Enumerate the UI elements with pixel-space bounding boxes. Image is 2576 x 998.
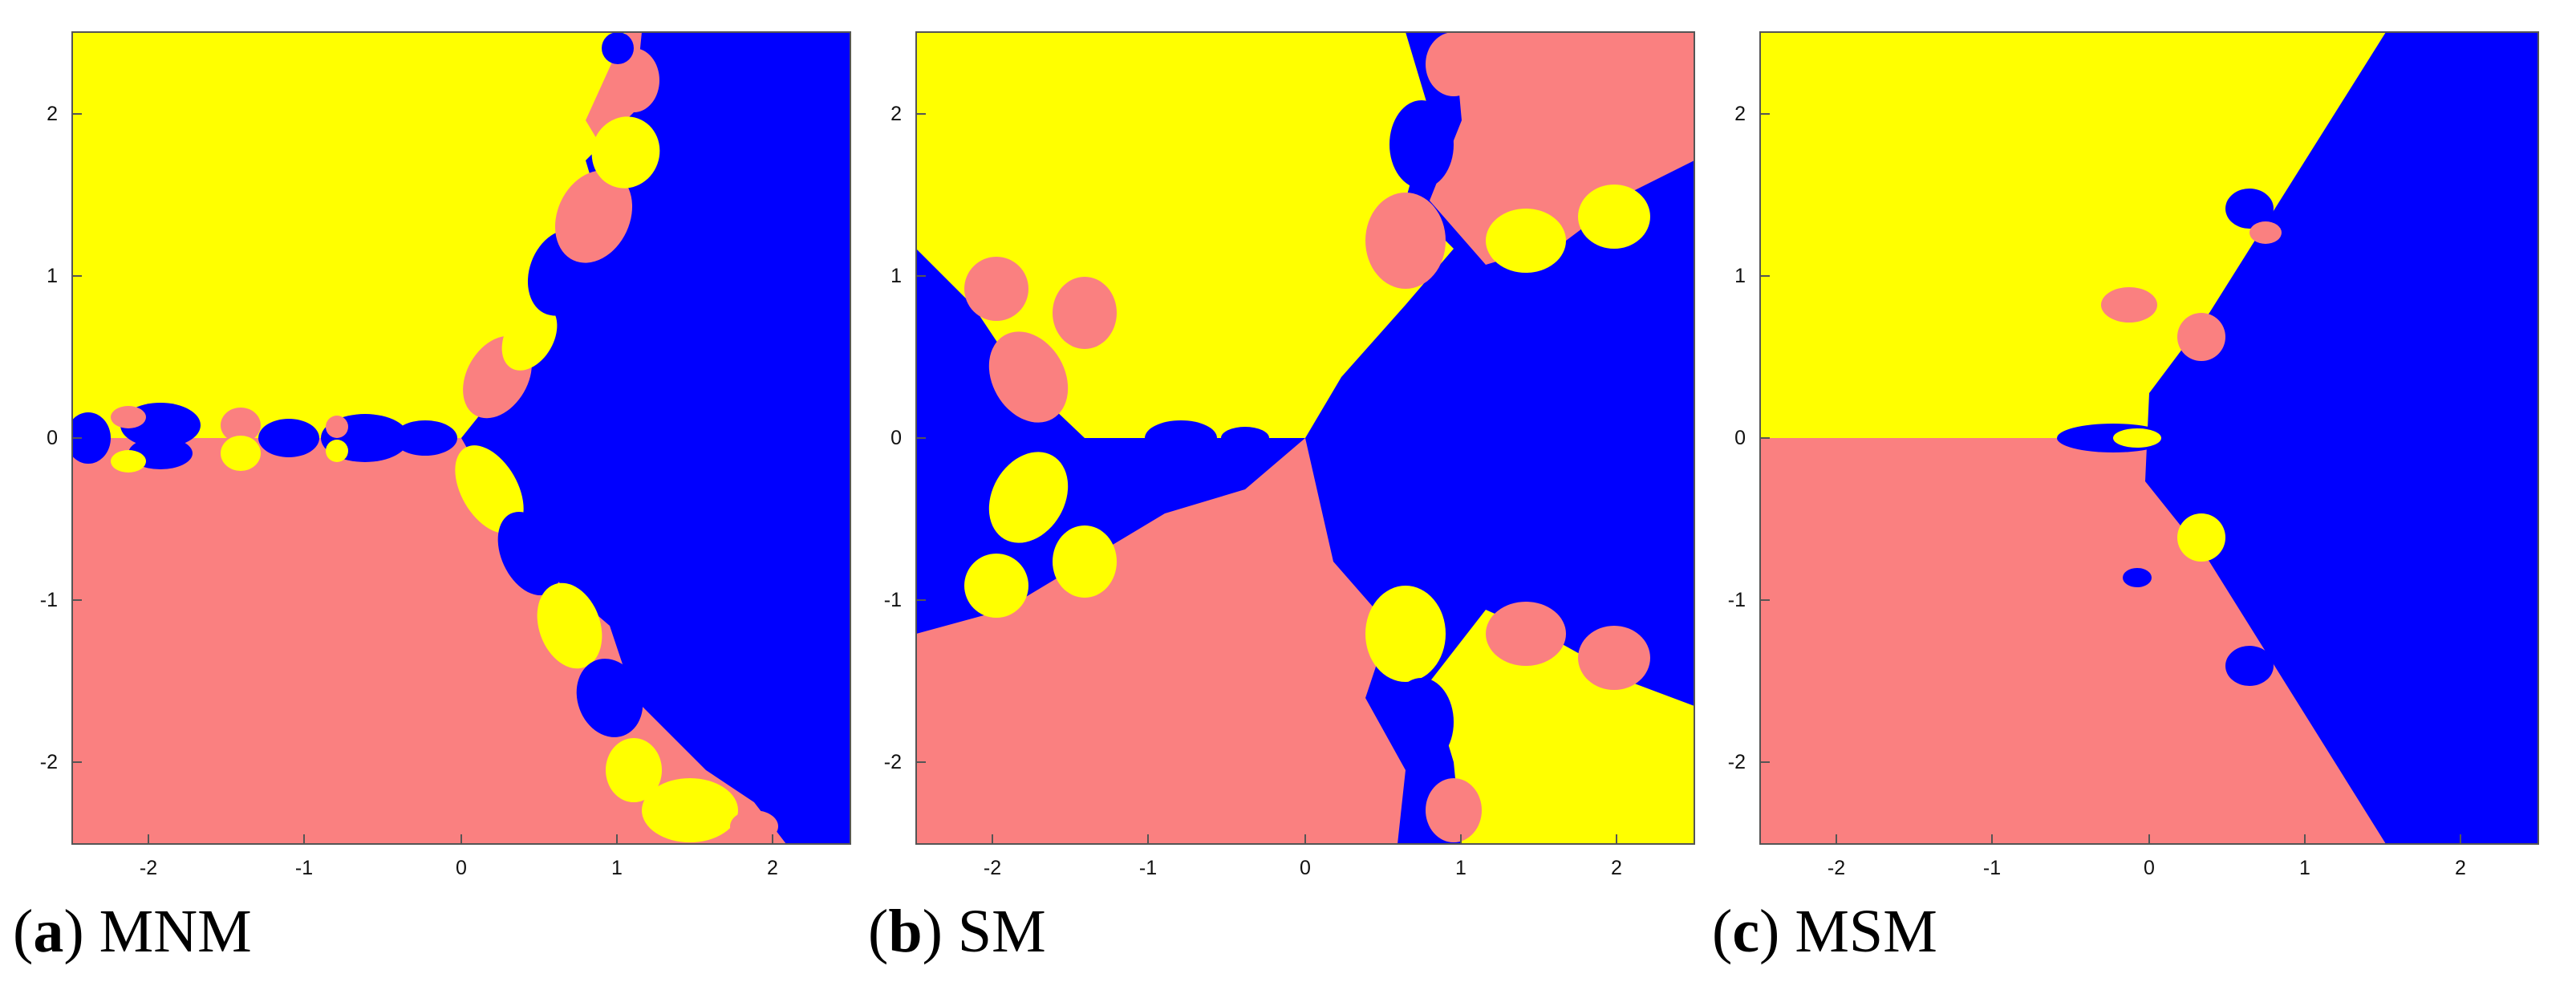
x-tick-label: -2 <box>140 857 157 879</box>
y-axis-ticks <box>72 113 82 763</box>
petal-chain-left <box>72 403 457 473</box>
y-axis-ticks <box>1760 113 1770 763</box>
panel-msm: -2 -1 0 1 2 2 1 0 -1 -2 (c) MSM <box>1688 0 2546 998</box>
petal-chain-upper <box>463 32 660 419</box>
caption-letter: a <box>33 898 64 965</box>
y-tick-label: -1 <box>40 589 58 611</box>
x-tick-label: 0 <box>456 857 467 879</box>
x-axis-ticks <box>992 834 1617 844</box>
caption-letter: c <box>1732 898 1760 965</box>
y-tick-label: 0 <box>890 427 902 449</box>
caption-mnm: (a) MNM <box>13 898 252 965</box>
x-tick-label: -1 <box>1139 857 1157 879</box>
caption-msm: (c) MSM <box>1712 898 1937 965</box>
y-tick-label: 1 <box>47 265 58 287</box>
y-tick-label: 2 <box>890 103 902 125</box>
y-tick-label: 2 <box>47 103 58 125</box>
y-tick-label: -2 <box>884 751 902 773</box>
y-tick-label: -1 <box>884 589 902 611</box>
x-tick-label: -1 <box>1983 857 2001 879</box>
x-tick-label: 1 <box>2299 857 2310 879</box>
x-tick-label: 1 <box>611 857 623 879</box>
caption-name: SM <box>957 898 1046 965</box>
x-tick-label: 2 <box>767 857 778 879</box>
yellow-basin-upper <box>916 32 1454 438</box>
x-axis-ticks <box>1836 834 2461 844</box>
y-tick-label: 2 <box>1734 103 1746 125</box>
caption-sm: (b) SM <box>868 898 1046 965</box>
blue-basin <box>2145 32 2538 844</box>
x-axis-ticks <box>148 834 773 844</box>
y-tick-label: 1 <box>890 265 902 287</box>
y-axis-ticks <box>916 113 926 763</box>
y-tick-label: 0 <box>1734 427 1746 449</box>
pink-basin-upper <box>1430 32 1694 265</box>
x-tick-label: 1 <box>1455 857 1466 879</box>
caption-letter: b <box>888 898 923 965</box>
pink-basin-lower <box>916 438 1406 844</box>
petal-chain-lower <box>455 445 778 842</box>
yellow-basin <box>72 32 634 438</box>
basin-plot-msm: -2 -1 0 1 2 2 1 0 -1 -2 <box>1728 31 2539 879</box>
x-tick-label: -2 <box>984 857 1001 879</box>
y-tick-label: -2 <box>40 751 58 773</box>
x-tick-label: 0 <box>1300 857 1311 879</box>
yellow-basin-lower <box>1430 610 1694 844</box>
caption-name: MNM <box>99 898 252 965</box>
panel-mnm: -2 -1 0 1 2 2 1 0 -1 -2 (a) MNM <box>0 0 858 998</box>
x-tick-label: -2 <box>1828 857 1845 879</box>
basin-plot-mnm: -2 -1 0 1 2 2 1 0 -1 -2 <box>40 31 851 879</box>
y-tick-label: 1 <box>1734 265 1746 287</box>
y-tick-label: -2 <box>1728 751 1746 773</box>
y-tick-label: -1 <box>1728 589 1746 611</box>
x-tick-label: 0 <box>2144 857 2155 879</box>
blue-basin <box>461 32 850 844</box>
petal-chains <box>964 32 1650 842</box>
x-tick-label: -1 <box>295 857 313 879</box>
caption-name: MSM <box>1795 898 1937 965</box>
basin-plot-sm: -2 -1 0 1 2 2 1 0 -1 -2 <box>884 31 1695 879</box>
x-tick-label: 2 <box>2455 857 2466 879</box>
fractal-boundary-noise <box>2057 189 2282 686</box>
panel-sm: -2 -1 0 1 2 2 1 0 -1 -2 (b) SM <box>844 0 1702 998</box>
x-tick-label: 2 <box>1611 857 1622 879</box>
y-tick-label: 0 <box>47 427 58 449</box>
